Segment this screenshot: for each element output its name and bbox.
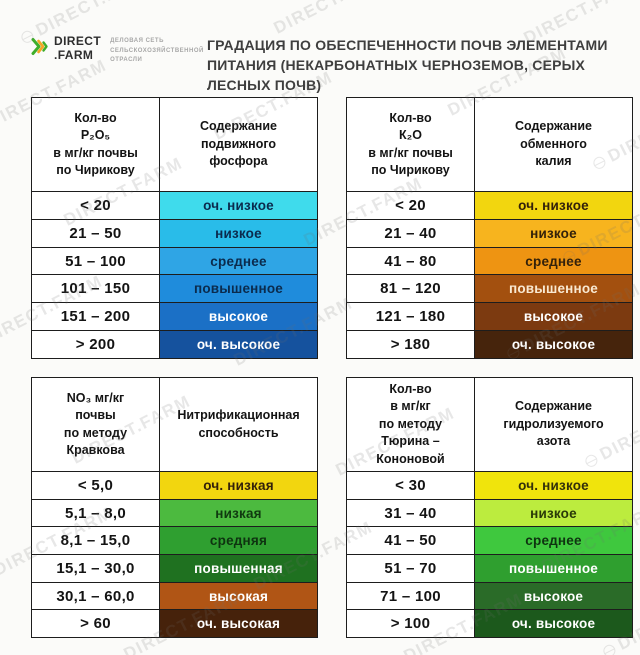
- range-cell: 15,1 – 30,0: [32, 555, 160, 582]
- table-row: 8,1 – 15,0 средняя: [32, 526, 317, 555]
- range-cell: > 200: [32, 331, 160, 358]
- range-cell: 21 – 50: [32, 219, 160, 247]
- table-header-grade: Содержание подвижного фосфора: [199, 119, 277, 169]
- range-cell: 21 – 40: [347, 219, 475, 247]
- brand-name-line2: .FARM: [54, 47, 94, 62]
- table-row: 41 – 50 среднее: [347, 526, 632, 555]
- grade-cell: высокое: [475, 303, 632, 331]
- globe-icon: [601, 642, 618, 655]
- range-cell: < 30: [347, 472, 475, 499]
- grade-cell: оч. высокое: [475, 610, 632, 638]
- grade-cell: оч. низкое: [475, 472, 632, 499]
- table-row: 31 – 40 низкое: [347, 498, 632, 527]
- watermark-label: DIRECT.FARM: [271, 0, 397, 39]
- table-row: 151 – 200 высокое: [32, 302, 317, 331]
- range-cell: 151 – 200: [32, 303, 160, 331]
- grade-cell: оч. высокое: [160, 331, 317, 358]
- range-cell: 41 – 80: [347, 247, 475, 275]
- table-row: > 180 оч. высокое: [347, 330, 632, 358]
- grade-cell: оч. низкая: [160, 472, 317, 499]
- grade-cell: повышенная: [160, 555, 317, 582]
- table-row: 15,1 – 30,0 повышенная: [32, 554, 317, 582]
- grade-cell: оч. высокая: [160, 610, 317, 638]
- range-cell: < 20: [32, 192, 160, 219]
- table-row: 21 – 50 низкое: [32, 218, 317, 247]
- brand-name: DIRECT .FARM: [54, 34, 102, 63]
- grade-cell: оч. низкое: [160, 192, 317, 219]
- grade-cell: высокое: [475, 582, 632, 610]
- table-row: < 30 оч. низкое: [347, 471, 632, 499]
- table-row: 5,1 – 8,0 низкая: [32, 498, 317, 527]
- range-cell: 41 – 50: [347, 527, 475, 555]
- range-cell: 121 – 180: [347, 303, 475, 331]
- table-exchange-potassium: Кол-во К₂О в мг/кг почвы по Чирикову Соде…: [346, 97, 633, 359]
- table-header-quantity: Кол-во P₂O₅ в мг/кг почвы по Чирикову: [32, 98, 160, 191]
- grade-cell: оч. высокое: [475, 331, 632, 358]
- table-row: > 100 оч. высокое: [347, 609, 632, 638]
- grade-cell: низкое: [475, 499, 632, 527]
- table-row: 101 – 150 повышенное: [32, 274, 317, 303]
- range-cell: 81 – 120: [347, 275, 475, 303]
- brand-tagline: ДЕЛОВАЯ СЕТЬ СЕЛЬСКОХОЗЯЙСТВЕННОЙ ОТРАСЛ…: [110, 38, 204, 64]
- grade-cell: высокая: [160, 582, 317, 610]
- table-header-quantity: NO₃ мг/кг почвы по методу Кравкова: [32, 378, 160, 471]
- table-header-grade: Содержание обменного калия: [514, 119, 592, 169]
- table-row: 121 – 180 высокое: [347, 302, 632, 331]
- range-cell: > 60: [32, 610, 160, 638]
- grade-cell: среднее: [475, 247, 632, 275]
- table-row: 71 – 100 высокое: [347, 581, 632, 610]
- table-mobile-phosphorus: Кол-во P₂O₅ в мг/кг почвы по Чирикову Сод…: [31, 97, 318, 359]
- table-header-row: NO₃ мг/кг почвы по методу Кравкова Нитриф…: [32, 378, 317, 471]
- table-header-grade: Нитрификационная способность: [177, 408, 300, 440]
- brand-logo: DIRECT .FARM ДЕЛОВАЯ СЕТЬ СЕЛЬСКОХОЗЯЙСТ…: [31, 34, 204, 66]
- range-cell: 51 – 70: [347, 555, 475, 582]
- page-title: ГРАДАЦИЯ ПО ОБЕСПЕЧЕННОСТИ ПОЧВ ЭЛЕМЕНТА…: [207, 37, 608, 93]
- grade-cell: повышенное: [475, 555, 632, 582]
- table-row: 30,1 – 60,0 высокая: [32, 581, 317, 610]
- range-cell: < 5,0: [32, 472, 160, 499]
- table-row: < 5,0 оч. низкая: [32, 471, 317, 499]
- table-row: > 200 оч. высокое: [32, 330, 317, 358]
- brand-name-line1: DIRECT: [54, 34, 102, 48]
- table-header-grade: Содержание гидролизуемого азота: [503, 399, 604, 449]
- table-row: 41 – 80 среднее: [347, 246, 632, 275]
- grade-cell: повышенное: [160, 275, 317, 303]
- grade-cell: среднее: [160, 247, 317, 275]
- range-cell: 31 – 40: [347, 499, 475, 527]
- range-cell: 51 – 100: [32, 247, 160, 275]
- table-header-row: Кол-во P₂O₅ в мг/кг почвы по Чирикову Сод…: [32, 98, 317, 191]
- range-cell: 5,1 – 8,0: [32, 499, 160, 527]
- table-row: 51 – 100 среднее: [32, 246, 317, 275]
- range-cell: 71 – 100: [347, 582, 475, 610]
- grade-cell: оч. низкое: [475, 192, 632, 219]
- range-cell: 8,1 – 15,0: [32, 527, 160, 555]
- watermark-text: DIRECT.FARM: [271, 0, 397, 39]
- table-header-quantity: Кол-во в мг/кг по методу Тюрина – Кононо…: [347, 378, 475, 471]
- range-cell: < 20: [347, 192, 475, 219]
- grade-cell: среднее: [475, 527, 632, 555]
- table-row: < 20 оч. низкое: [347, 191, 632, 219]
- grade-cell: повышенное: [475, 275, 632, 303]
- table-header-row: Кол-во К₂О в мг/кг почвы по Чирикову Соде…: [347, 98, 632, 191]
- table-row: > 60 оч. высокая: [32, 609, 317, 638]
- chevrons-logo-icon: [31, 38, 48, 55]
- table-row: < 20 оч. низкое: [32, 191, 317, 219]
- table-header-row: Кол-во в мг/кг по методу Тюрина – Кононо…: [347, 378, 632, 471]
- range-cell: > 180: [347, 331, 475, 358]
- table-nitrification-capacity: NO₃ мг/кг почвы по методу Кравкова Нитриф…: [31, 377, 318, 638]
- table-header-quantity: Кол-во К₂О в мг/кг почвы по Чирикову: [347, 98, 475, 191]
- range-cell: 30,1 – 60,0: [32, 582, 160, 610]
- table-row: 21 – 40 низкое: [347, 218, 632, 247]
- grade-cell: низкое: [475, 219, 632, 247]
- grade-cell: низкое: [160, 219, 317, 247]
- grade-cell: высокое: [160, 303, 317, 331]
- table-row: 81 – 120 повышенное: [347, 274, 632, 303]
- range-cell: > 100: [347, 610, 475, 638]
- range-cell: 101 – 150: [32, 275, 160, 303]
- grade-cell: низкая: [160, 499, 317, 527]
- table-row: 51 – 70 повышенное: [347, 554, 632, 582]
- grade-cell: средняя: [160, 527, 317, 555]
- table-hydrolyzable-nitrogen: Кол-во в мг/кг по методу Тюрина – Кононо…: [346, 377, 633, 638]
